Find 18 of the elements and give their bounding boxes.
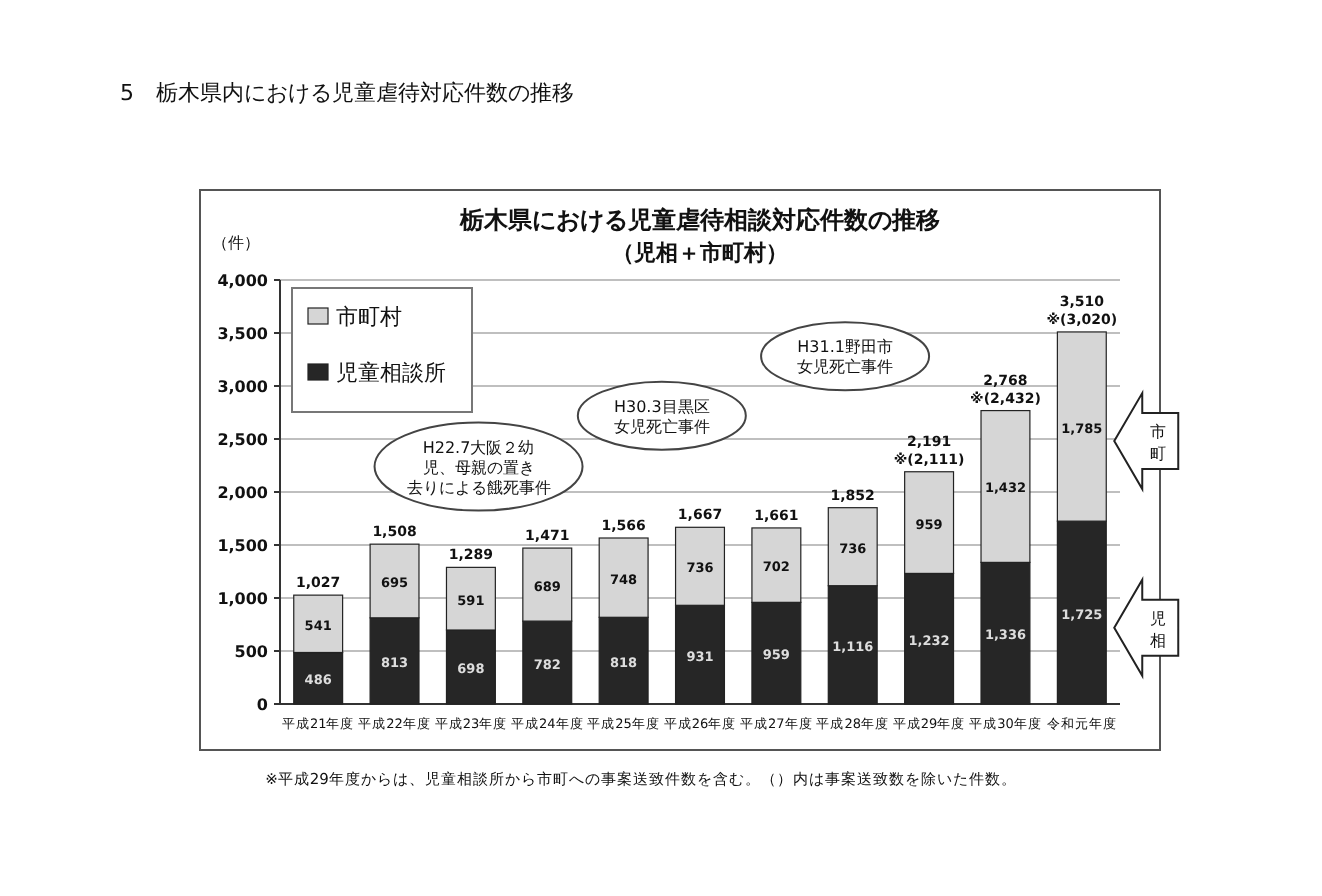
y-tick-label: 1,000	[217, 590, 269, 608]
y-tick-label: 2,500	[217, 431, 269, 449]
y-tick-label: 1,500	[217, 537, 269, 555]
y-tick-label: 3,000	[217, 378, 269, 396]
annotation: H31.1野田市女児死亡事件	[797, 338, 894, 377]
y-tick-label: 500	[234, 643, 269, 661]
y-tick-label: 0	[256, 696, 269, 714]
y-tick-label: 3,500	[217, 325, 269, 343]
text: 5 栃木県内における児童虐待対応件数の推移	[120, 80, 574, 106]
y-tick-label: 4,000	[217, 272, 269, 290]
legend-label: 市町村	[336, 304, 402, 330]
annotation: H22.7大阪２幼児、母親の置き去りによる餓死事件	[406, 438, 551, 497]
chart-subtitle: （児相＋市町村）	[612, 240, 788, 266]
y-axis-title: （件）	[212, 234, 260, 252]
y-tick-label: 2,000	[217, 484, 269, 502]
legend-label: 児童相談所	[336, 360, 446, 386]
annotation: H30.3目黒区女児死亡事件	[613, 397, 710, 436]
chart-title: 栃木県における児童虐待相談対応件数の推移	[458, 206, 940, 234]
